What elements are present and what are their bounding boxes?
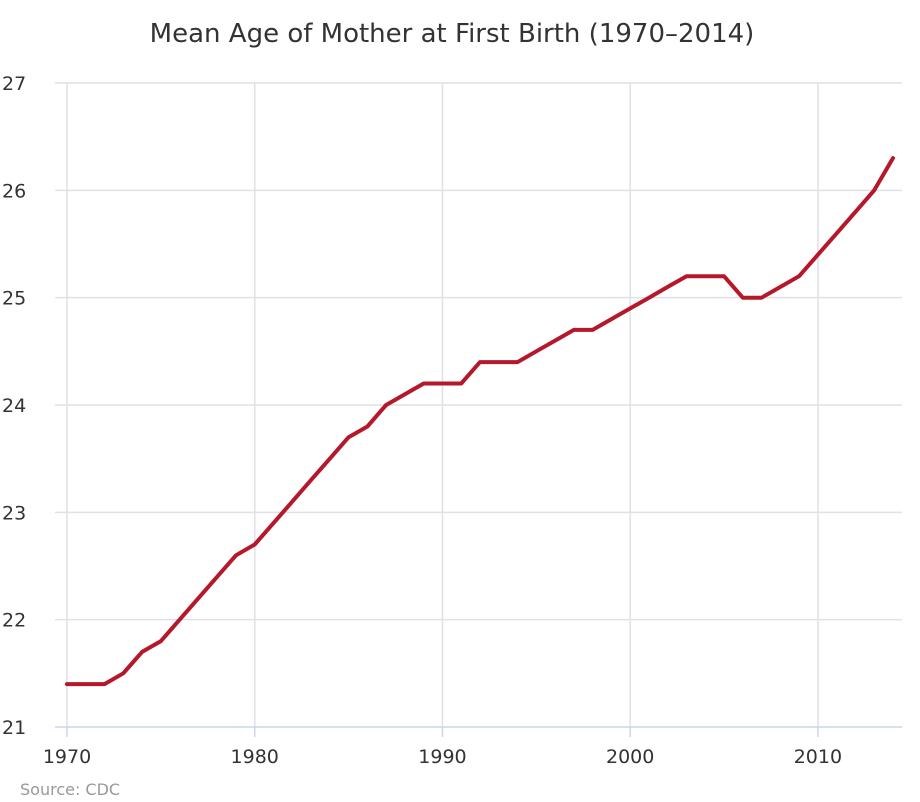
y-tick-label: 23 [2, 502, 26, 524]
source-credit: Source: CDC [20, 780, 120, 799]
y-tick-label: 22 [2, 610, 26, 632]
axes [55, 726, 902, 737]
series-group [65, 156, 895, 687]
y-tick-label: 24 [2, 395, 26, 417]
y-tick-label: 27 [2, 73, 26, 95]
x-tick-label: 1970 [43, 746, 91, 768]
x-axis-tick-labels: 1970 1980 1990 2000 2010 [43, 746, 842, 768]
y-tick-label: 25 [2, 288, 26, 310]
y-tick-label: 26 [2, 180, 26, 202]
series-line [65, 156, 895, 687]
x-tick-label: 2000 [606, 746, 654, 768]
x-tick-label: 1980 [231, 746, 279, 768]
y-axis-tick-labels: 21 22 23 24 25 26 27 [2, 73, 26, 739]
chart-title: Mean Age of Mother at First Birth (1970–… [150, 19, 755, 49]
x-tick-label: 1990 [418, 746, 466, 768]
y-gridlines [55, 82, 902, 621]
y-tick-label: 21 [2, 717, 26, 739]
x-tick-label: 2010 [794, 746, 842, 768]
